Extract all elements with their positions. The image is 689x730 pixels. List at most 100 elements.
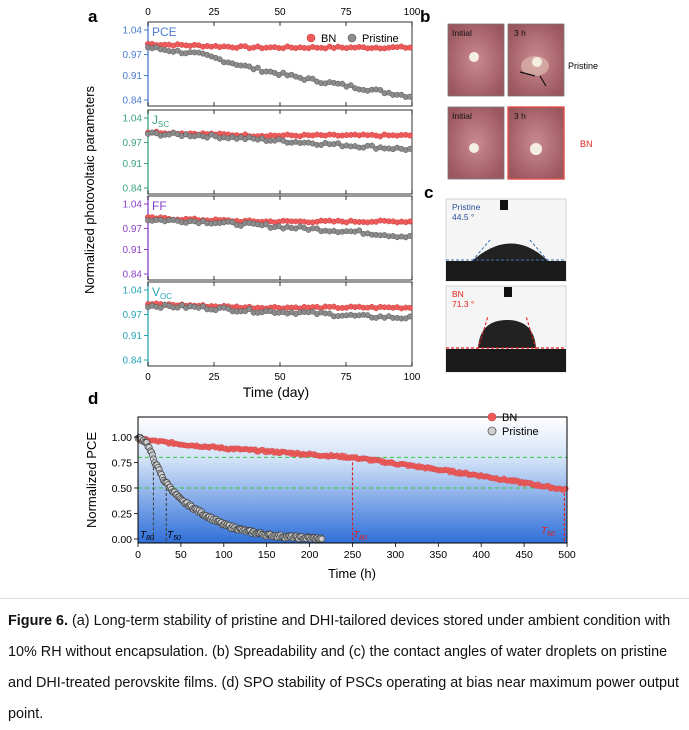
panel-c-contact-angles: Pristine 44.5 ° BN 71.3 °: [445, 198, 567, 373]
photo-label-initial-2: Initial: [452, 111, 472, 121]
d-y-tick-label: 0.25: [112, 509, 133, 521]
pristine-point: [326, 310, 333, 317]
pristine-point: [406, 145, 413, 152]
d-y-tick-label: 0.00: [112, 534, 133, 546]
photo-bn-initial: Initial: [447, 106, 505, 180]
y-tick-label: 0.97: [123, 50, 143, 61]
pristine-point: [229, 219, 236, 226]
d-legend-bn-marker: [487, 412, 497, 422]
photo-label-3h-1: 3 h: [514, 28, 526, 38]
y-tick-label: 1.04: [123, 26, 143, 37]
d-x-tick-label: 200: [301, 549, 319, 561]
legend-bn-label: BN: [321, 33, 336, 45]
pristine-point: [406, 93, 413, 100]
pristine-point: [174, 47, 181, 54]
d-y-tick-label: 0.75: [112, 458, 133, 470]
photo-row-bn: BN: [580, 139, 593, 149]
subplot-frame: [147, 281, 413, 367]
caption-figure-label: Figure 6.: [8, 613, 68, 629]
caption-text: (a) Long-term stability of pristine and …: [8, 613, 680, 722]
photo-bn-3h: 3 h: [507, 106, 565, 180]
panel-letter-a: a: [88, 7, 98, 26]
contact-angle-pristine-label: Pristine: [452, 202, 481, 212]
subplot-frame: [147, 195, 413, 281]
y-tick-label: 0.84: [123, 184, 143, 195]
contact-angle-bn-value: 71.3 °: [452, 299, 474, 309]
photo-label-3h-2: 3 h: [514, 111, 526, 121]
bn-point: [406, 218, 413, 225]
contact-angle-pristine: Pristine 44.5 °: [445, 198, 567, 282]
y-tick-label: 0.97: [123, 310, 143, 321]
y-tick-label: 1.04: [123, 200, 143, 211]
d-legend-pristine-marker: [487, 426, 497, 436]
pristine-point: [259, 135, 265, 142]
x-tick-label-bottom: 25: [208, 372, 220, 383]
x-tick-label-top: 75: [340, 7, 352, 18]
d-legend-pristine-label: Pristine: [502, 426, 539, 438]
subplot-label: VOC: [152, 285, 172, 301]
d-x-tick-label: 100: [215, 549, 233, 561]
pristine-point: [157, 304, 164, 311]
pristine-point: [254, 64, 261, 71]
d-marker-t50-pristine: T50: [167, 530, 181, 542]
panel-a-chart: Normalized photovoltaic parameters Time …: [82, 7, 421, 400]
panel-a-subplot-2: 1.04 0.97 0.91 0.84 JSC: [123, 109, 413, 195]
d-x-tick-label: 450: [515, 549, 533, 561]
d-x-tick-label: 300: [387, 549, 405, 561]
d-bn-point: [563, 485, 569, 492]
contact-angle-bn: BN 71.3 °: [445, 285, 567, 373]
y-tick-label: 1.04: [123, 114, 143, 125]
panel-a-ylabel: Normalized photovoltaic parameters: [82, 85, 97, 294]
subplot-label: JSC: [152, 113, 169, 129]
photo-label-initial-1: Initial: [452, 28, 472, 38]
panel-a-legend: BN Pristine: [306, 33, 399, 45]
pristine-point: [368, 142, 375, 149]
panel-a-subplot-3: 1.04 0.97 0.91 0.84 FF: [123, 195, 413, 281]
y-tick-label: 0.97: [123, 224, 143, 235]
panel-b-photos: Initial 3 h Pristine Initial 3 h BN: [447, 23, 598, 180]
x-tick-label-bottom: 50: [274, 372, 286, 383]
pristine-point: [280, 69, 287, 76]
subplot-frame: [147, 109, 413, 195]
d-x-tick-label: 150: [258, 549, 276, 561]
d-y-tick-label: 0.50: [112, 483, 133, 495]
legend-pristine-marker: [347, 33, 357, 43]
panel-letter-d: d: [88, 389, 98, 408]
panel-d-xlabel: Time (h): [328, 566, 376, 581]
bn-point: [406, 132, 413, 139]
d-x-tick-label: 350: [430, 549, 448, 561]
x-tick-label-top: 100: [404, 7, 421, 18]
d-x-tick-label: 250: [344, 549, 362, 561]
subplot-label: FF: [152, 199, 167, 213]
photo-pristine-3h: 3 h: [507, 23, 565, 97]
figure: a b c d Normalized photovoltaic paramete…: [82, 7, 598, 581]
y-tick-label: 0.97: [123, 138, 143, 149]
pristine-point: [314, 225, 320, 232]
figure-caption: Figure 6. (a) Long-term stability of pri…: [8, 606, 684, 730]
d-marker-t80-bn: T80: [353, 530, 367, 542]
pristine-point: [178, 302, 185, 309]
panel-d-chart: 0 50 100 150 200 250 300 350 400 450 500 0.00 0.25 0.…: [84, 412, 576, 581]
d-marker-t50-bn: T50: [541, 526, 555, 538]
x-tick-label-top: 25: [208, 7, 220, 18]
panel-d-legend: BN Pristine: [487, 412, 539, 438]
d-x-tick-label: 400: [472, 549, 490, 561]
subplot-label: PCE: [152, 25, 177, 39]
legend-bn-marker: [306, 33, 316, 43]
contact-angle-pristine-value: 44.5 °: [452, 212, 474, 222]
panel-d-ylabel: Normalized PCE: [84, 432, 99, 528]
pristine-point: [309, 308, 316, 315]
x-tick-label-bottom: 75: [340, 372, 352, 383]
x-tick-label-top: 50: [274, 7, 286, 18]
y-tick-label: 0.91: [123, 245, 143, 256]
d-x-tick-label: 0: [135, 549, 141, 561]
d-y-tick-label: 1.00: [112, 432, 133, 444]
bn-point: [406, 304, 413, 311]
pristine-point: [347, 82, 354, 89]
pristine-point: [356, 227, 363, 234]
pristine-point: [309, 75, 316, 82]
d-pristine-point: [318, 535, 326, 543]
pristine-point: [216, 56, 223, 63]
panel-a-subplot-4: 1.04 0.97 0.91 0.84 VOC: [123, 281, 413, 367]
bn-point: [406, 44, 413, 51]
